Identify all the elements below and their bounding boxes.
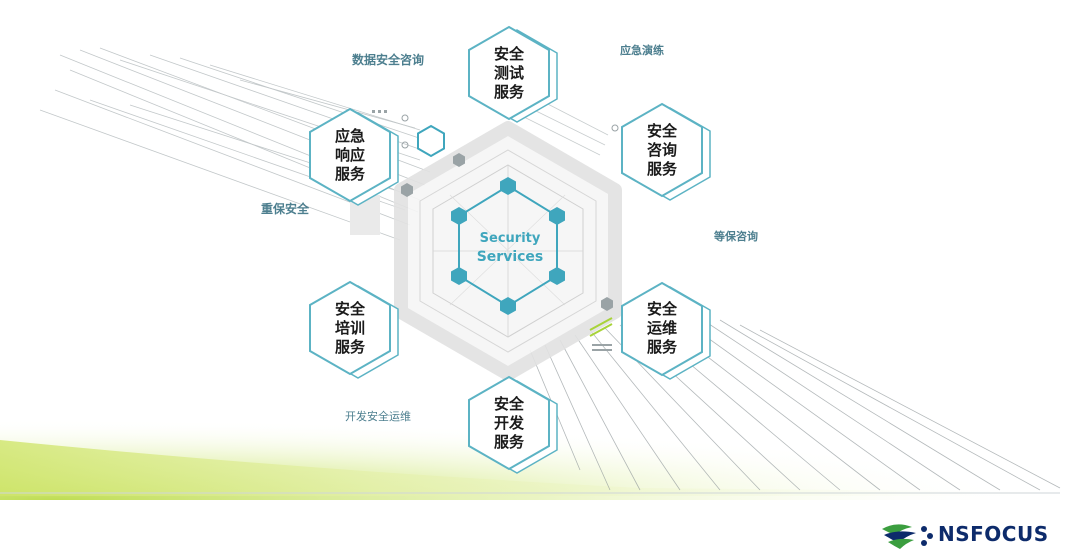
connector-nodes: [401, 153, 613, 311]
service-dev-line1: 安全: [493, 395, 524, 413]
right-streak-lines: [529, 317, 1061, 491]
service-training-line3: 服务: [334, 338, 365, 356]
service-label-emergency: 应急 响应 服务: [315, 127, 385, 184]
annotation-emergency-drill: 应急演练: [620, 44, 664, 57]
annotation-classified-protection-consulting: 等保咨询: [714, 230, 758, 243]
service-dev-line3: 服务: [493, 433, 524, 451]
service-hex-emergency: [309, 107, 399, 206]
service-emergency-line2: 响应: [334, 146, 365, 164]
top-streak-lines: [519, 99, 609, 156]
center-title-line2: Services: [476, 249, 544, 265]
service-label-test: 安全 测试 服务: [474, 45, 544, 102]
service-ops-line3: 服务: [646, 338, 677, 356]
service-consult-line1: 安全: [646, 122, 677, 140]
service-ops-line2: 运维: [646, 319, 677, 337]
service-test-line1: 安全: [493, 45, 524, 63]
center-title-line1: Security: [479, 231, 541, 246]
annotation-data-security-consulting: 数据安全咨询: [352, 53, 425, 67]
service-hex-consult: [621, 102, 711, 201]
service-hex-dev: [468, 375, 558, 474]
service-consult-line2: 咨询: [646, 141, 677, 159]
annotation-key-protection: 重保安全: [261, 202, 310, 216]
service-hex-test: [468, 25, 558, 123]
service-label-ops: 安全 运维 服务: [627, 300, 697, 357]
service-consult-line3: 服务: [646, 160, 677, 178]
service-training-line2: 培训: [334, 319, 365, 337]
service-label-dev: 安全 开发 服务: [474, 395, 544, 452]
service-label-consult: 安全 咨询 服务: [627, 122, 697, 179]
service-emergency-line3: 服务: [334, 165, 365, 183]
service-hex-ops: [621, 281, 711, 380]
brand-name: NSFOCUS: [938, 522, 1049, 546]
service-emergency-line1: 应急: [334, 127, 365, 145]
service-training-line1: 安全: [334, 300, 365, 318]
service-test-line3: 服务: [493, 83, 524, 101]
service-ops-line1: 安全: [646, 300, 677, 318]
nsfocus-logo-icon: [882, 524, 933, 549]
service-dev-line2: 开发: [493, 414, 524, 432]
decorative-shapes: [350, 110, 619, 351]
service-test-line2: 测试: [493, 64, 524, 82]
service-hex-training: [309, 280, 399, 379]
annotation-dev-security-ops: 开发安全运维: [345, 410, 411, 423]
hex-nodes: [451, 177, 565, 315]
service-label-training: 安全 培训 服务: [315, 300, 385, 357]
center-title: Security Services: [450, 230, 570, 266]
